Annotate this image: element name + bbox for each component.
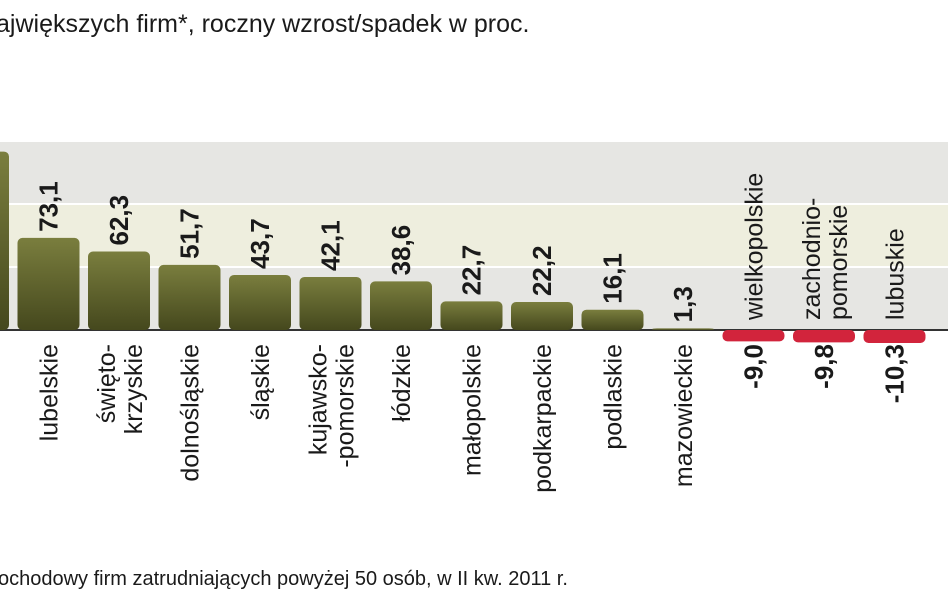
- bar: [722, 330, 785, 342]
- value-label: 22,7: [457, 245, 487, 296]
- x-tick-label-line: lubuskie: [882, 228, 910, 320]
- x-tick-label: dolnośląskie: [177, 344, 205, 482]
- value-label: 22,2: [527, 245, 557, 296]
- x-tick-label: święto-krzyskie: [93, 344, 148, 434]
- x-tick-label: kujawsko--pomorskie: [305, 344, 360, 468]
- bar: [370, 281, 432, 330]
- bar: [652, 328, 714, 330]
- x-tick-label-line: dolnośląskie: [177, 344, 205, 482]
- bar: [863, 330, 926, 343]
- bar: [511, 302, 573, 330]
- bar: [793, 330, 855, 343]
- x-tick-label: lubelskie: [36, 344, 64, 441]
- bar: [440, 301, 503, 330]
- bar: [158, 264, 221, 330]
- footnote: ochodowy firm zatrudniających powyżej 50…: [0, 568, 568, 590]
- grid-band: [0, 141, 948, 204]
- value-label: -9,0: [739, 344, 769, 389]
- bar: [17, 237, 80, 330]
- x-tick-label-line: lubelskie: [36, 344, 64, 441]
- x-tick-label: śląskie: [247, 344, 275, 420]
- value-label: -10,3: [880, 344, 910, 403]
- x-tick-label: podlaskie: [600, 344, 628, 450]
- value-label: -9,8: [809, 344, 839, 389]
- x-tick-label-line: śląskie: [247, 344, 275, 420]
- x-tick-label-line: małopolskie: [459, 344, 487, 476]
- x-tick-label: zachodnio-pomorskie: [798, 198, 853, 320]
- value-label: 43,7: [245, 218, 275, 269]
- x-tick-label: małopolskie: [459, 344, 487, 476]
- grid-band: [0, 204, 948, 267]
- x-tick-label: lubuskie: [882, 228, 910, 320]
- value-label: 51,7: [175, 208, 205, 259]
- x-tick-label-line: podlaskie: [600, 344, 628, 450]
- chart-title: ajwiększych firm*, roczny wzrost/spadek …: [0, 10, 529, 38]
- x-tick-label: podkarpackie: [529, 344, 557, 493]
- value-label: 42,1: [316, 220, 346, 271]
- x-tick-label-line: podkarpackie: [529, 344, 557, 493]
- x-tick-label-line: kujawsko-: [305, 344, 333, 455]
- value-label: 38,6: [386, 225, 416, 276]
- x-tick-label-line: krzyskie: [120, 344, 148, 434]
- bar: [88, 251, 150, 330]
- bar: [0, 151, 9, 330]
- x-tick-label-line: -pomorskie: [332, 344, 360, 468]
- x-tick-label-line: pomorskie: [825, 205, 853, 320]
- value-label: 1,3: [668, 286, 698, 322]
- x-tick-label-line: święto-: [93, 344, 121, 423]
- x-tick-label-line: wielkopolskie: [741, 173, 769, 321]
- x-tick-label: wielkopolskie: [741, 173, 769, 321]
- value-label: 62,3: [104, 195, 134, 246]
- x-tick-label-line: łódzkie: [388, 344, 416, 422]
- x-tick-label: mazowieckie: [670, 344, 698, 487]
- bar: [299, 276, 362, 330]
- bar: [229, 274, 291, 330]
- x-tick-label-line: mazowieckie: [670, 344, 698, 487]
- value-label: 73,1: [34, 181, 64, 232]
- value-label: 16,1: [598, 253, 628, 304]
- x-tick-label-line: zachodnio-: [798, 198, 826, 320]
- x-tick-label: łódzkie: [388, 344, 416, 422]
- bar: [581, 309, 644, 330]
